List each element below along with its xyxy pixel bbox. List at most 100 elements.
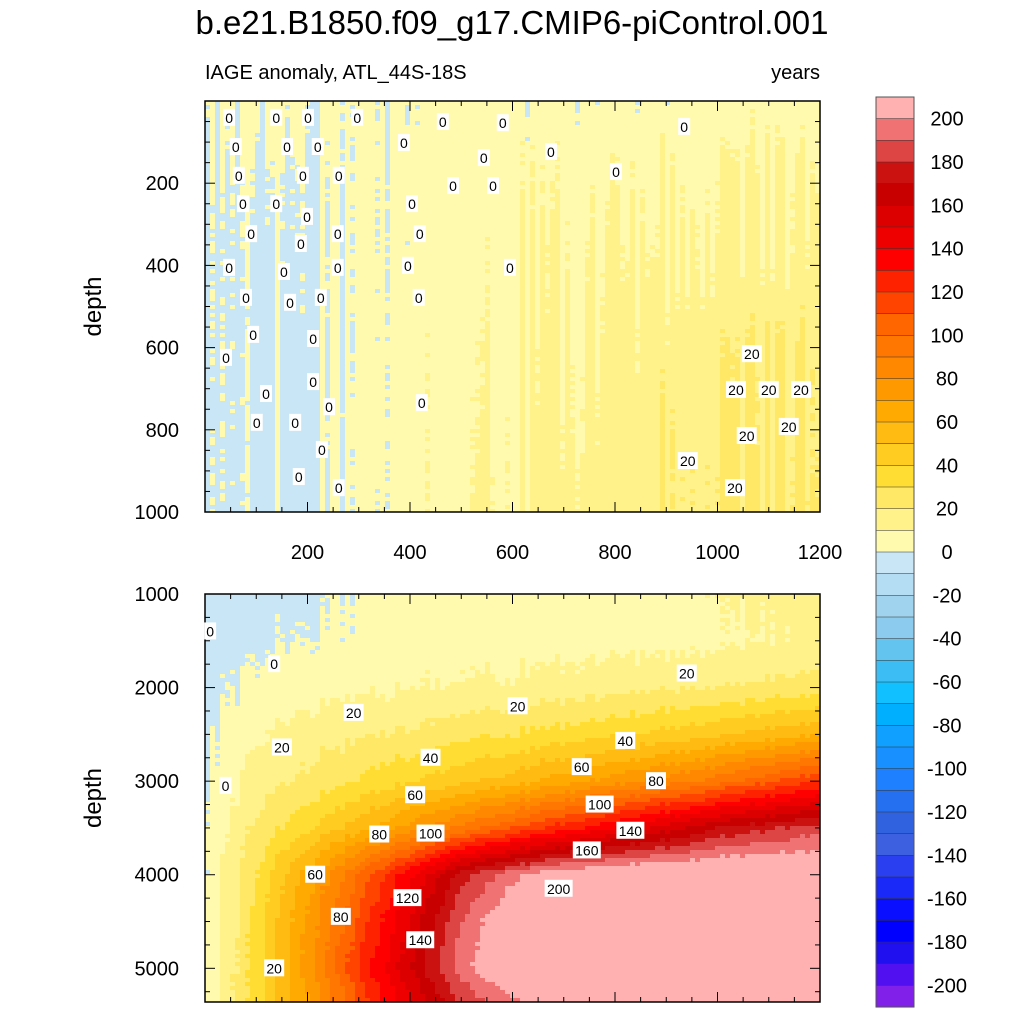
contour-cell: [330, 301, 336, 306]
contour-cell: [255, 181, 261, 186]
contour-cell: [350, 449, 356, 454]
contour-cell: [295, 461, 301, 466]
contour-cell: [430, 253, 436, 258]
contour-cell: [255, 169, 261, 174]
contour-cell: [390, 369, 396, 374]
contour-cell: [330, 281, 336, 286]
contour-cell: [375, 473, 381, 478]
contour-cell: [205, 289, 211, 294]
contour-cell: [330, 321, 336, 326]
contour-cell: [215, 233, 221, 238]
contour-cell: [300, 201, 306, 206]
contour-cell: [275, 317, 281, 322]
contour-cell: [310, 361, 316, 366]
contour-cell: [430, 193, 436, 198]
contour-cell: [360, 401, 366, 406]
contour-cell: [365, 365, 371, 370]
contour-cell: [420, 417, 426, 422]
contour-cell: [275, 337, 281, 342]
contour-cell: [375, 293, 381, 298]
contour-cell: [295, 449, 301, 454]
contour-cell: [330, 361, 336, 366]
contour-cell: [345, 361, 351, 366]
contour-cell: [270, 297, 276, 302]
contour-cell: [440, 241, 446, 246]
contour-cell: [370, 333, 376, 338]
contour-cell: [310, 317, 316, 322]
contour-cell: [415, 325, 421, 330]
contour-cell: [400, 297, 406, 302]
contour-cell: [355, 433, 361, 438]
contour-cell: [360, 209, 366, 214]
contour-cell: [205, 413, 211, 418]
contour-cell: [405, 237, 411, 242]
contour-cell: [290, 281, 296, 286]
contour-cell: [270, 357, 276, 362]
contour-cell: [395, 457, 401, 462]
contour-cell: [265, 381, 271, 386]
contour-cell: [355, 417, 361, 422]
contour-cell: [440, 129, 446, 134]
contour-cell: [370, 457, 376, 462]
contour-cell: [315, 509, 321, 513]
contour-cell: [370, 121, 376, 126]
contour-cell: [345, 485, 351, 490]
contour-cell: [320, 329, 326, 334]
contour-cell: [245, 185, 251, 190]
contour-cell: [310, 461, 316, 466]
contour-cell: [365, 229, 371, 234]
contour-cell: [420, 337, 426, 342]
contour-cell: [435, 377, 441, 382]
contour-cell: [265, 369, 271, 374]
contour-cell: [290, 377, 296, 382]
contour-cell: [380, 249, 386, 254]
contour-cell: [435, 417, 441, 422]
contour-cell: [265, 205, 271, 210]
contour-cell: [215, 489, 221, 494]
contour-cell: [415, 409, 421, 414]
contour-cell: [320, 253, 326, 258]
contour-cell: [310, 301, 316, 306]
contour-cell: [300, 497, 306, 502]
contour-cell: [360, 177, 366, 182]
contour-cell: [380, 425, 386, 430]
contour-cell: [240, 125, 246, 130]
contour-cell: [245, 357, 251, 362]
contour-cell: [295, 297, 301, 302]
contour-cell: [275, 253, 281, 258]
contour-cell: [365, 137, 371, 142]
contour-cell: [380, 117, 386, 122]
contour-cell: [360, 489, 366, 494]
contour-cell: [240, 461, 246, 466]
contour-cell: [375, 265, 381, 270]
contour-cell: [380, 353, 386, 358]
contour-cell: [280, 485, 286, 490]
contour-cell: [430, 137, 436, 142]
contour-cell: [210, 229, 216, 234]
contour-cell: [400, 333, 406, 338]
contour-cell: [215, 381, 221, 386]
contour-cell: [250, 161, 256, 166]
contour-cell: [225, 329, 231, 334]
contour-cell: [260, 489, 266, 494]
contour-cell: [335, 457, 341, 462]
contour-cell: [325, 125, 331, 130]
contour-cell: [415, 337, 421, 342]
contour-cell: [375, 225, 381, 230]
contour-cell: [275, 233, 281, 238]
contour-cell: [445, 157, 451, 162]
contour-cell: [215, 449, 221, 454]
contour-cell: [250, 473, 256, 478]
contour-cell: [305, 261, 311, 266]
contour-cell: [220, 305, 226, 310]
contour-cell: [385, 229, 391, 234]
contour-cell: [415, 497, 421, 502]
contour-cell: [385, 225, 391, 230]
contour-cell: [365, 461, 371, 466]
contour-cell: [420, 381, 426, 386]
contour-cell: [260, 165, 266, 170]
contour-cell: [265, 249, 271, 254]
contour-cell: [215, 389, 221, 394]
contour-cell: [350, 333, 356, 338]
contour-cell: [370, 413, 376, 418]
